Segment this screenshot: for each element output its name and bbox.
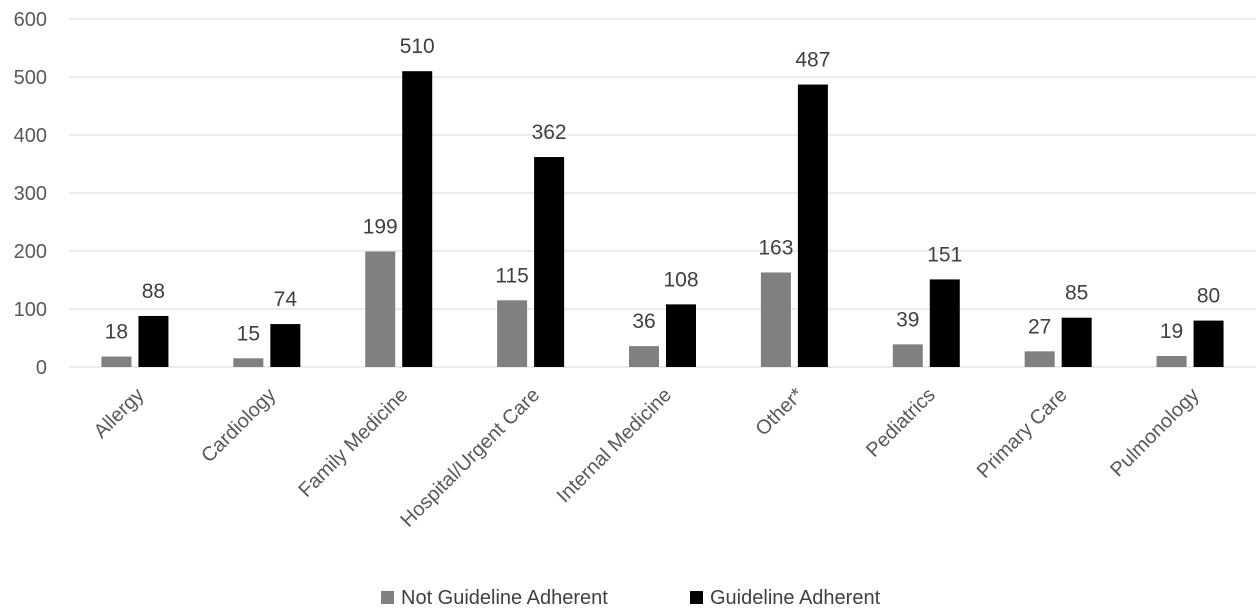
data-label: 19 bbox=[1160, 320, 1183, 343]
legend-label: Guideline Adherent bbox=[710, 587, 881, 609]
x-axis-category-labels: Allergy Cardiology Family MedicineHospital… bbox=[90, 384, 1204, 532]
data-label: 88 bbox=[142, 280, 165, 303]
bar-adherent bbox=[402, 71, 433, 367]
x-category-label: Pediatrics bbox=[862, 384, 940, 462]
data-label: 27 bbox=[1028, 315, 1051, 338]
bar-adherent bbox=[929, 279, 960, 367]
x-category-label: Other* bbox=[751, 384, 808, 441]
x-category-label: Family Medicine bbox=[295, 384, 413, 502]
bar-not-adherent bbox=[760, 272, 791, 367]
data-label: 36 bbox=[632, 310, 655, 333]
x-category-label: Primary Care bbox=[973, 384, 1072, 483]
data-label: 362 bbox=[532, 121, 567, 144]
bar-not-adherent bbox=[1024, 351, 1055, 367]
legend-swatch bbox=[690, 591, 703, 604]
x-category-label: Allergy bbox=[90, 384, 149, 443]
x-category-label: Internal Medicine bbox=[553, 384, 676, 507]
data-label: 510 bbox=[400, 35, 435, 58]
bar-not-adherent bbox=[101, 356, 132, 367]
gridlines bbox=[69, 18, 1256, 368]
data-label: 74 bbox=[274, 288, 298, 311]
y-axis-tick-labels: 0 100 200 300 400 500 600 bbox=[14, 9, 47, 379]
data-label: 85 bbox=[1065, 282, 1088, 305]
data-label: 80 bbox=[1197, 285, 1220, 308]
bar-adherent bbox=[270, 324, 301, 367]
bar-not-adherent bbox=[629, 346, 659, 367]
bar-not-adherent bbox=[892, 344, 923, 367]
bars bbox=[101, 71, 1224, 367]
y-tick-label: 0 bbox=[36, 357, 47, 379]
data-label: 115 bbox=[495, 264, 528, 287]
y-tick-label: 400 bbox=[14, 125, 47, 147]
bar-adherent bbox=[1193, 320, 1224, 367]
legend: Not Guideline Adherent Guideline Adherent bbox=[381, 587, 881, 609]
data-label: 15 bbox=[237, 322, 260, 345]
bar-not-adherent bbox=[365, 251, 396, 367]
y-tick-label: 500 bbox=[14, 67, 47, 89]
data-label: 163 bbox=[758, 236, 793, 259]
bar-not-adherent bbox=[233, 358, 264, 367]
x-category-label: Hospital/Urgent Care bbox=[397, 384, 545, 532]
data-label: 487 bbox=[795, 49, 830, 72]
bar-adherent bbox=[666, 304, 696, 367]
data-label: 39 bbox=[896, 308, 919, 331]
bar-adherent bbox=[797, 84, 828, 367]
data-label: 18 bbox=[105, 321, 128, 344]
data-label: 151 bbox=[927, 243, 962, 266]
bar-not-adherent bbox=[497, 300, 528, 367]
x-category-label: Pulmonology bbox=[1106, 384, 1203, 481]
bar-adherent bbox=[534, 157, 565, 367]
y-tick-label: 100 bbox=[14, 299, 47, 321]
data-labels: 18 88 15 74 199 510 115 362 36 108 163 487 39 151 27 85… bbox=[105, 35, 1220, 345]
legend-label: Not Guideline Adherent bbox=[401, 587, 608, 609]
bar-adherent bbox=[1061, 317, 1092, 367]
legend-swatch bbox=[381, 591, 394, 604]
bar-not-adherent bbox=[1156, 355, 1187, 367]
data-label: 199 bbox=[363, 216, 398, 239]
y-tick-label: 200 bbox=[14, 241, 47, 263]
data-label: 108 bbox=[663, 268, 698, 291]
bar-adherent bbox=[138, 315, 169, 367]
y-tick-label: 300 bbox=[14, 183, 47, 205]
y-tick-label: 600 bbox=[14, 9, 47, 31]
x-category-label: Cardiology bbox=[197, 384, 280, 467]
